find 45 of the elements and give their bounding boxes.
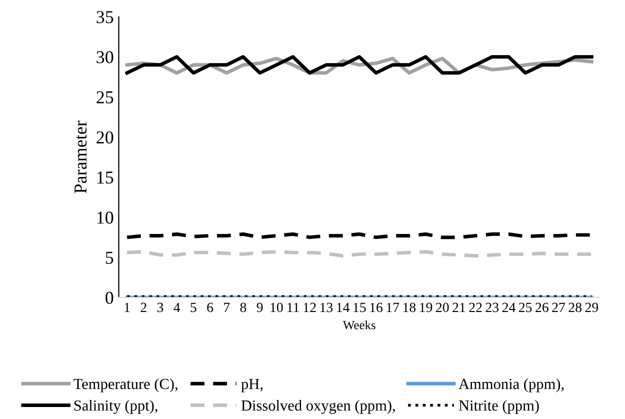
x-tick-label: 28 xyxy=(568,302,582,312)
y-tick-label: 35 xyxy=(96,11,114,24)
x-tick-label: 5 xyxy=(190,302,196,312)
legend-label: Dissolved oxygen (ppm), xyxy=(241,400,395,414)
x-tick-label: 3 xyxy=(157,302,164,312)
y-axis-title: Parameter xyxy=(74,120,87,194)
x-tick-label: 10 xyxy=(270,302,283,312)
y-tick-label: 20 xyxy=(96,131,114,144)
x-tick-label: 20 xyxy=(436,302,449,312)
x-tick-label: 18 xyxy=(403,302,416,312)
x-tick-label: 4 xyxy=(174,302,180,312)
x-tick-label: 19 xyxy=(420,302,432,312)
x-tick-label: 16 xyxy=(370,302,382,312)
legend-label: Temperature (C), xyxy=(74,378,178,392)
legend-label: Ammonia (ppm), xyxy=(458,378,564,392)
x-tick-label: 29 xyxy=(585,302,598,312)
x-axis-title: Weeks xyxy=(342,320,376,330)
x-tick-label: 27 xyxy=(552,302,566,312)
x-tick-label: 24 xyxy=(502,302,516,312)
y-tick-label: 0 xyxy=(106,292,114,304)
x-tick-label: 23 xyxy=(486,302,499,312)
x-tick-label: 13 xyxy=(320,302,333,312)
x-tick-label: 22 xyxy=(469,302,482,312)
y-tick-label: 15 xyxy=(97,172,114,184)
x-tick-label: 1 xyxy=(124,302,130,312)
x-tick-label: 17 xyxy=(386,302,400,312)
legend-label: pH, xyxy=(241,378,262,392)
x-tick-label: 6 xyxy=(207,302,214,312)
legend-label: Nitrite (ppm) xyxy=(458,400,539,414)
y-tick-label: 10 xyxy=(97,212,114,224)
x-tick-label: 12 xyxy=(304,302,316,312)
y-tick-label: 5 xyxy=(106,252,114,264)
x-tick-label: 2 xyxy=(140,302,146,312)
x-tick-label: 21 xyxy=(452,302,466,312)
x-tick-label: 8 xyxy=(240,302,246,312)
x-tick-label: 7 xyxy=(224,302,230,312)
x-tick-label: 26 xyxy=(536,302,548,312)
y-tick-label: 25 xyxy=(96,91,114,104)
x-tick-label: 25 xyxy=(518,302,532,312)
x-tick-label: 15 xyxy=(354,302,366,312)
x-tick-label: 11 xyxy=(288,302,299,312)
x-tick-label: 9 xyxy=(256,302,263,312)
x-tick-label: 14 xyxy=(337,302,350,312)
y-tick-label: 30 xyxy=(96,51,114,64)
legend-label: Salinity (ppt), xyxy=(74,400,158,414)
